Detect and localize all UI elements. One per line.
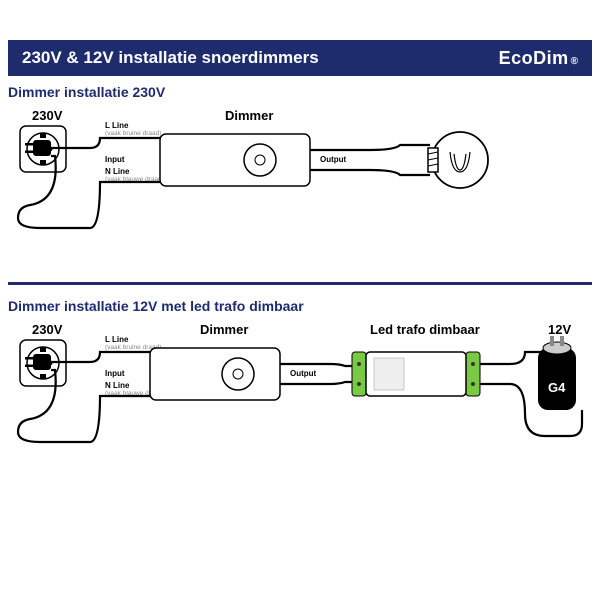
trafo-box xyxy=(352,352,480,396)
diagram-12v-svg xyxy=(0,214,600,474)
g4-lamp-icon xyxy=(538,336,576,410)
bulb-base-icon-a xyxy=(428,148,438,172)
g4-lamp-label: G4 xyxy=(548,380,565,395)
dimmer-box-b xyxy=(150,348,280,400)
wire-dimmer-to-trafo xyxy=(280,364,352,384)
wire-dimmer-to-bulb-a xyxy=(310,145,430,175)
dimmer-box-a xyxy=(160,134,310,186)
bulb-icon-a xyxy=(432,132,488,188)
